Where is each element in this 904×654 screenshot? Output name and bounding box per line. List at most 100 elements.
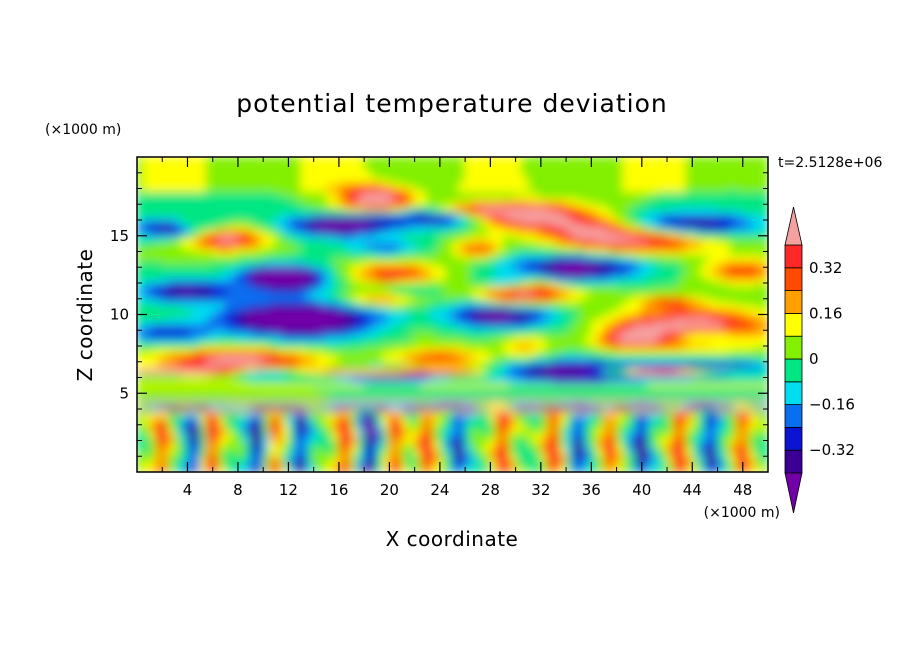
contour-band <box>559 446 567 454</box>
contour-band <box>382 260 390 265</box>
contour-band <box>231 336 239 344</box>
contour-band <box>332 430 340 441</box>
contour-band <box>470 235 479 243</box>
contour-band <box>269 301 277 306</box>
contour-band <box>609 332 618 344</box>
contour-band <box>363 465 371 472</box>
contour-band <box>515 329 523 334</box>
contour-band <box>552 263 561 271</box>
contour-band <box>534 317 542 325</box>
contour-band <box>515 430 523 438</box>
contour-band <box>628 247 636 252</box>
contour-band <box>470 427 479 451</box>
contour-band <box>250 370 258 378</box>
contour-band <box>369 279 378 284</box>
contour-band <box>256 370 264 378</box>
contour-band <box>742 232 750 240</box>
contour-band <box>634 348 643 353</box>
contour-band <box>628 219 636 227</box>
contour-band <box>256 402 264 407</box>
contour-band <box>363 241 371 249</box>
contour-band <box>243 282 252 309</box>
contour-band <box>439 336 447 347</box>
contour-band <box>748 225 756 234</box>
contour-band <box>325 298 334 303</box>
contour-band <box>269 377 277 385</box>
contour-band <box>483 288 491 297</box>
contour-band <box>742 216 750 230</box>
contour-band <box>231 402 239 407</box>
contour-band <box>754 314 763 338</box>
contour-band <box>742 310 750 319</box>
contour-band <box>691 232 700 237</box>
contour-band <box>313 408 321 413</box>
contour-band <box>603 251 611 256</box>
contour-band <box>464 257 472 300</box>
contour-band <box>723 191 731 212</box>
contour-band <box>199 421 207 432</box>
contour-band <box>622 399 630 404</box>
contour-band <box>634 191 643 205</box>
contour-band <box>597 351 605 360</box>
contour-band <box>590 320 599 347</box>
contour-band <box>401 465 409 472</box>
contour-band <box>502 288 510 293</box>
contour-band <box>477 213 485 218</box>
contour-band <box>180 298 188 303</box>
contour-band <box>698 408 706 413</box>
contour-band <box>540 244 548 249</box>
contour-band <box>218 446 226 467</box>
contour-band <box>653 194 662 212</box>
contour-band <box>653 266 662 271</box>
contour-band <box>603 247 611 252</box>
contour-band <box>376 402 384 407</box>
contour-band <box>237 383 245 388</box>
contour-band <box>527 326 536 334</box>
contour-band <box>344 329 353 338</box>
contour-band <box>306 285 315 290</box>
contour-band <box>515 399 523 404</box>
contour-band <box>269 440 277 454</box>
contour-band <box>161 405 170 410</box>
contour-band <box>401 436 409 445</box>
contour-band <box>710 383 719 388</box>
contour-band <box>382 411 390 429</box>
contour-band <box>603 452 611 460</box>
contour-band <box>351 452 359 472</box>
contour-band <box>193 282 201 287</box>
contour-band <box>717 386 725 401</box>
contour-band <box>369 373 378 378</box>
contour-band <box>685 358 693 363</box>
contour-band <box>205 411 214 416</box>
contour-band <box>660 455 668 472</box>
contour-band <box>578 402 586 407</box>
contour-band <box>660 310 668 319</box>
contour-band <box>742 317 750 331</box>
contour-band <box>382 440 390 445</box>
contour-band <box>735 310 744 315</box>
contour-band <box>698 402 706 407</box>
contour-band <box>590 351 599 360</box>
contour-band <box>515 354 523 360</box>
contour-band <box>698 443 706 454</box>
contour-band <box>691 345 700 353</box>
contour-band <box>590 377 599 382</box>
contour-band <box>369 235 378 243</box>
contour-band <box>685 191 693 208</box>
contour-band <box>332 206 340 212</box>
contour-band <box>161 222 170 227</box>
contour-band <box>527 380 536 385</box>
contour-band <box>199 377 207 385</box>
contour-band <box>231 332 239 338</box>
contour-band <box>275 364 283 369</box>
contour-band <box>578 408 586 413</box>
contour-band <box>186 288 195 293</box>
contour-band <box>704 446 712 460</box>
contour-band <box>186 345 195 350</box>
contour-band <box>552 332 561 353</box>
contour-band <box>634 361 643 366</box>
contour-band <box>464 339 472 350</box>
contour-band <box>590 276 599 281</box>
contour-band <box>609 402 618 407</box>
x-tick-label: 20 <box>380 481 399 499</box>
